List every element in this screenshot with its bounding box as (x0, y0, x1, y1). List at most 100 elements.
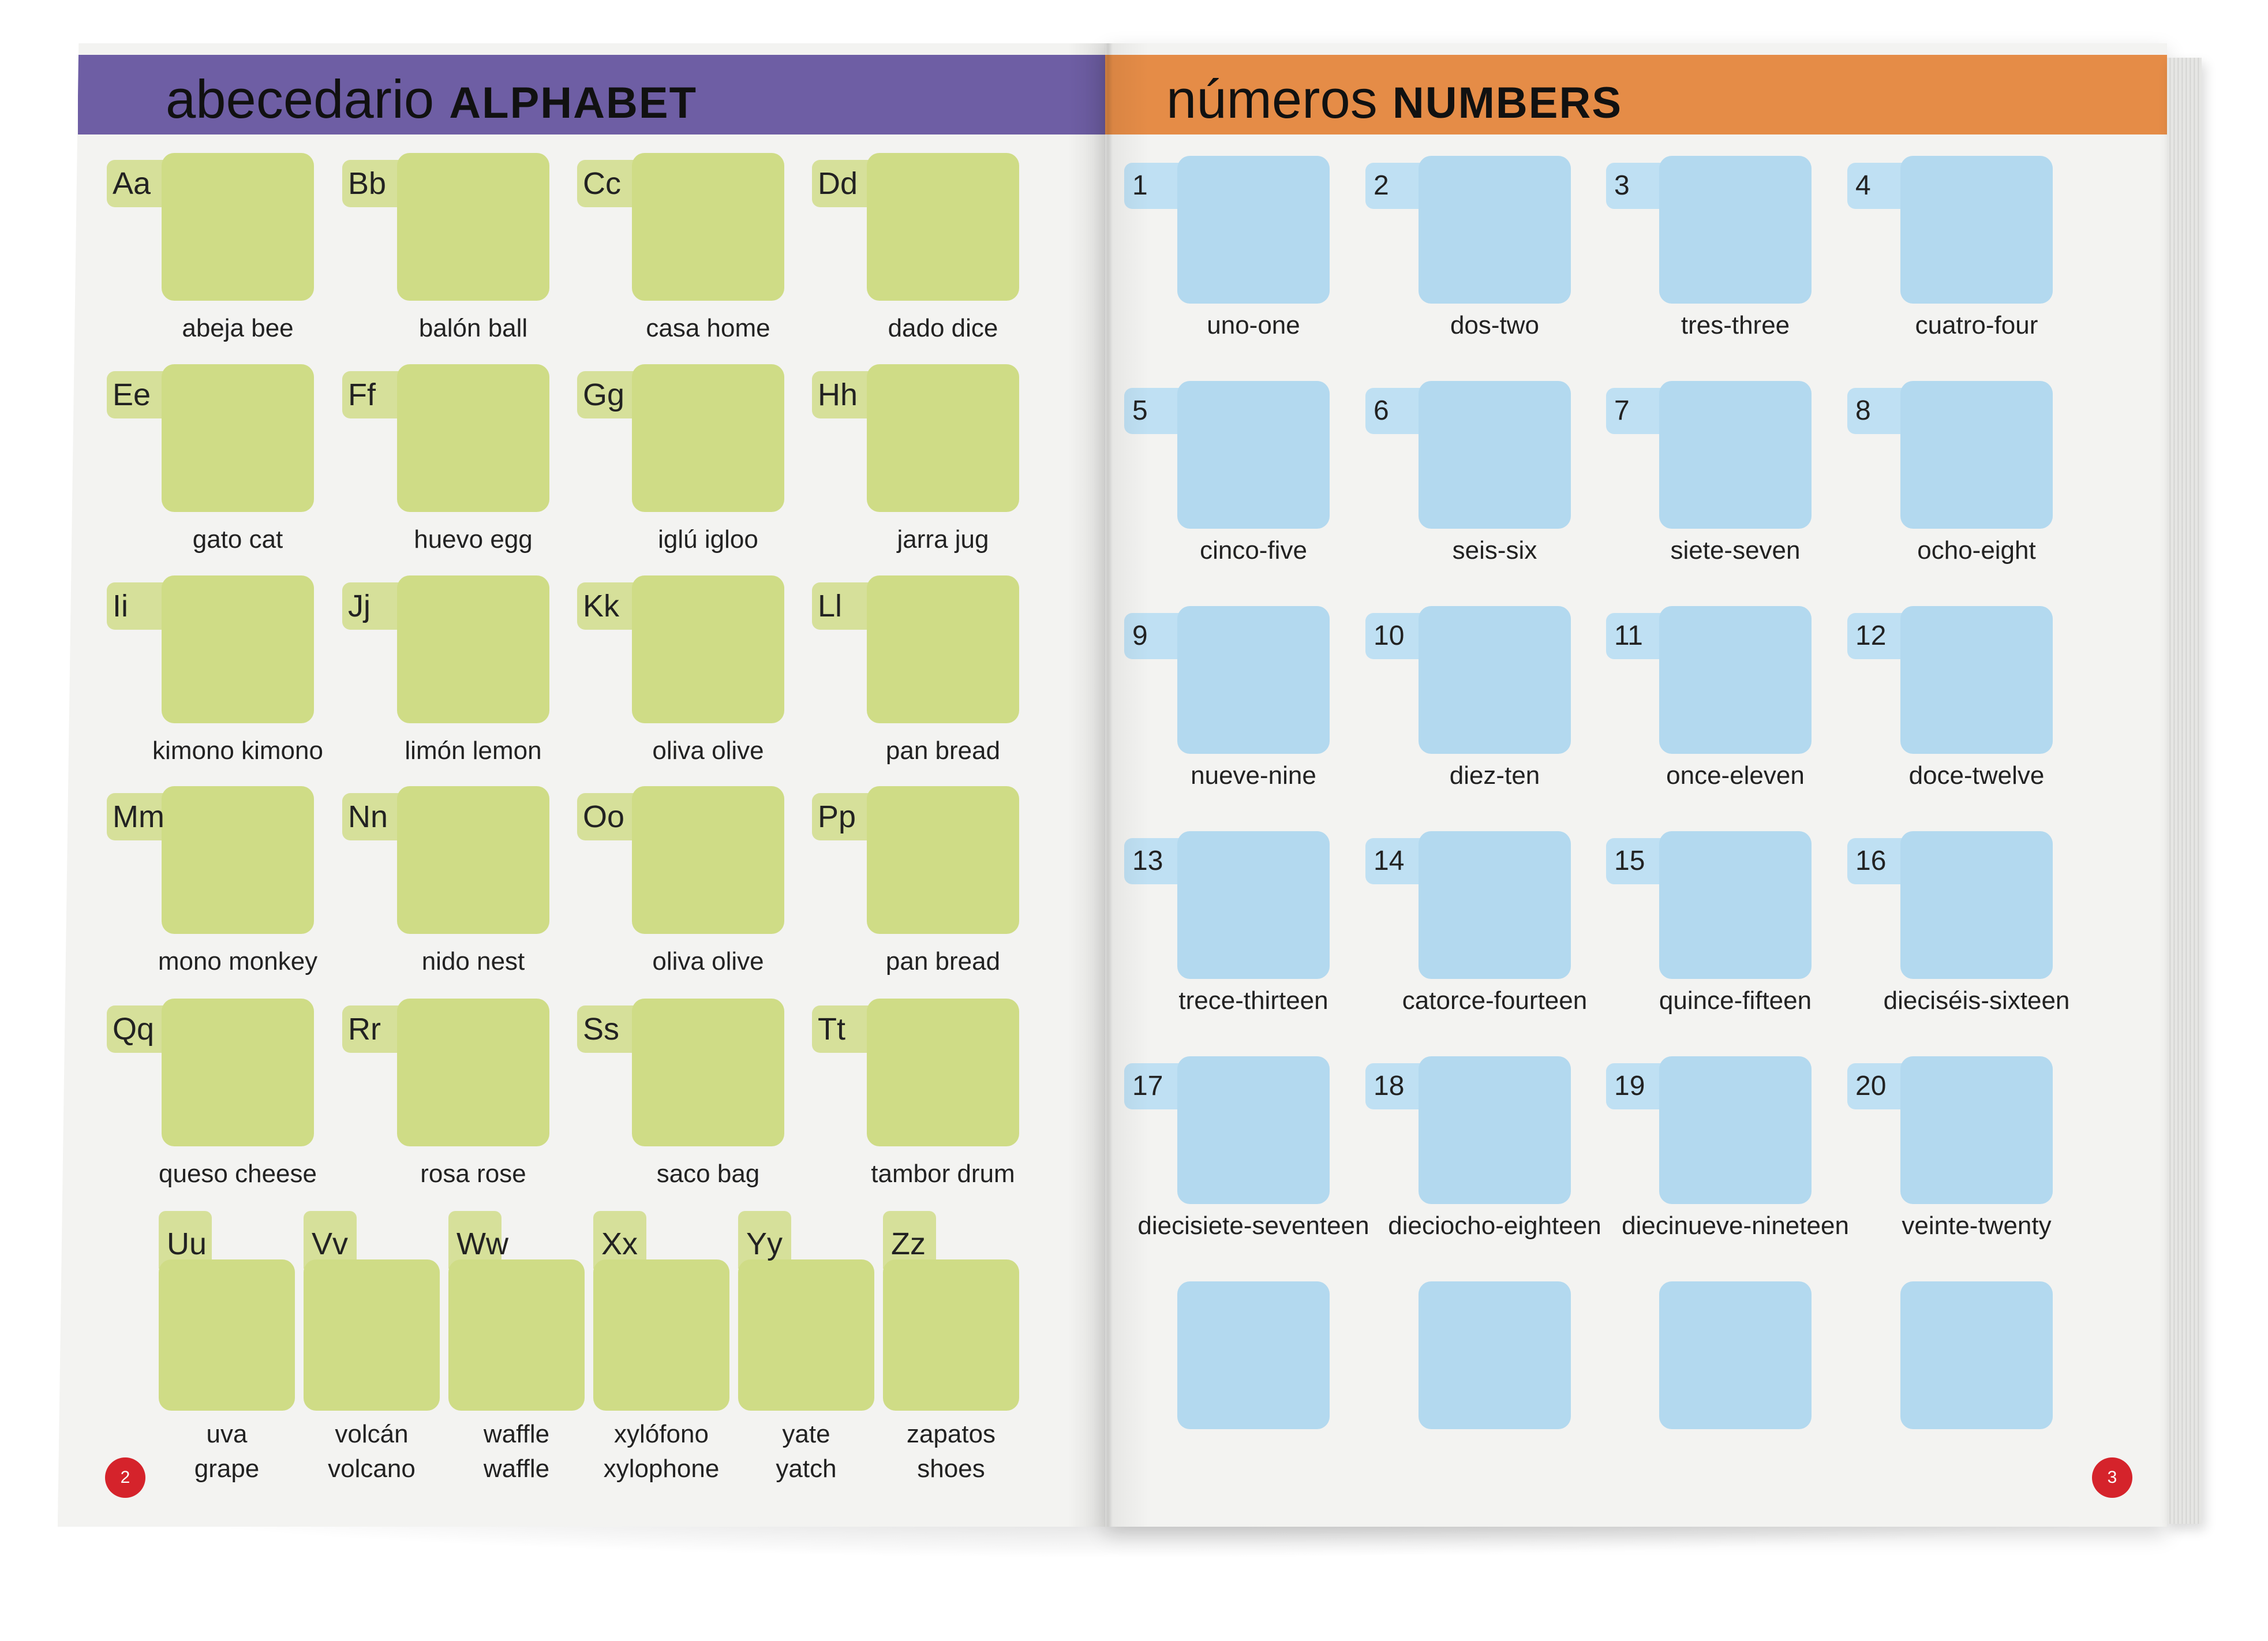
empty-picture-box (1177, 1281, 1330, 1429)
picture-box (1659, 381, 1812, 529)
picture-box (593, 1259, 729, 1411)
card-word: nueve-nine (1191, 761, 1316, 790)
card-word: pan bread (885, 737, 1001, 765)
card-number: 20 (1855, 1071, 1887, 1101)
card-word: diecinueve-nineteen (1622, 1212, 1849, 1240)
card-word-en: xylophone (603, 1455, 720, 1483)
number-tab (1124, 1063, 1188, 1109)
card-word: limón lemon (405, 737, 542, 765)
picture-box (1900, 1056, 2053, 1204)
picture-box (1177, 831, 1330, 979)
card-word: oliva olive (652, 737, 764, 765)
picture-box (1900, 606, 2053, 754)
card-letter: Rr (348, 1012, 381, 1046)
card-word: seis-six (1452, 536, 1537, 565)
card-word-en: yatch (776, 1455, 837, 1483)
card-word-en: volcano (328, 1455, 416, 1483)
card-word: cuatro-four (1915, 311, 2038, 339)
card-letter: Ii (113, 589, 128, 623)
letter-tab (448, 1211, 501, 1269)
picture-box (632, 786, 784, 934)
picture-box (1900, 831, 2053, 979)
numbers-title-en: NUMBERS (1392, 79, 1623, 128)
picture-box (448, 1259, 585, 1411)
card-word: dieciocho-eighteen (1388, 1212, 1601, 1240)
card-word: casa home (646, 314, 770, 342)
card-word-en: grape (194, 1455, 260, 1483)
picture-box (1177, 1056, 1330, 1204)
letter-tab (304, 1211, 357, 1269)
letter-tab (883, 1211, 936, 1269)
card-number: 5 (1132, 395, 1148, 426)
card-number: 9 (1132, 620, 1148, 651)
card-number: 8 (1855, 395, 1871, 426)
card-word: gato cat (192, 525, 283, 554)
card-word: huevo egg (414, 525, 533, 554)
card-letter: Tt (818, 1012, 845, 1046)
number-tab (1365, 1063, 1429, 1109)
number-tab (1606, 838, 1670, 884)
picture-box (1419, 831, 1571, 979)
card-letter: Uu (167, 1227, 207, 1261)
picture-box (1900, 156, 2053, 304)
card-word: veinte-twenty (1902, 1212, 2052, 1240)
card-word: pan bread (885, 947, 1001, 975)
picture-box (397, 786, 549, 934)
card-letter: Ff (348, 377, 376, 412)
card-letter: Oo (583, 799, 625, 834)
card-word: catorce-fourteen (1402, 986, 1588, 1015)
card-word: oliva olive (652, 947, 764, 975)
picture-box (397, 364, 549, 512)
card-word: diecisiete-seventeen (1137, 1212, 1369, 1240)
card-number: 13 (1132, 846, 1163, 876)
page-edges (2167, 58, 2202, 1524)
picture-box (867, 786, 1019, 934)
card-number: 12 (1855, 620, 1887, 651)
number-tab (1124, 613, 1188, 659)
card-letter: Jj (348, 589, 370, 623)
picture-box (1177, 606, 1330, 754)
card-word-es: zapatos (906, 1420, 996, 1448)
card-word: kimono kimono (152, 737, 323, 765)
number-tab (1606, 388, 1670, 434)
page-number-badge: 2 (105, 1457, 145, 1498)
picture-box (632, 999, 784, 1146)
card-letter: Cc (583, 166, 621, 201)
card-letter: Qq (113, 1012, 155, 1046)
card-letter: Dd (818, 166, 858, 201)
card-word: queso cheese (159, 1160, 317, 1188)
picture-box (883, 1259, 1019, 1411)
card-letter: Aa (113, 166, 151, 201)
card-letter: Mm (113, 799, 164, 834)
card-letter: Zz (891, 1227, 926, 1261)
card-number: 17 (1132, 1071, 1163, 1101)
numbers-header: números NUMBERS (1105, 55, 2167, 134)
card-word-en: waffle (483, 1455, 550, 1483)
number-tab (1365, 838, 1429, 884)
card-word: dado dice (888, 314, 998, 342)
picture-box (162, 364, 314, 512)
card-word: dieciséis-sixteen (1883, 986, 2070, 1015)
card-word: uno-one (1207, 311, 1300, 339)
card-word: rosa rose (420, 1160, 526, 1188)
picture-box (159, 1259, 295, 1411)
picture-box (1659, 606, 1812, 754)
card-word: quince-fifteen (1659, 986, 1812, 1015)
picture-box (867, 153, 1019, 301)
alphabet-title-es: abecedario (166, 69, 435, 129)
picture-box (1177, 156, 1330, 304)
picture-box (304, 1259, 440, 1411)
picture-box (1419, 381, 1571, 529)
alphabet-page: abecedario ALPHABET Aa abeja bee Bb balón b… (58, 43, 1105, 1527)
card-letter: Ww (456, 1227, 508, 1261)
picture-box (1177, 381, 1330, 529)
card-number: 1 (1132, 170, 1148, 201)
picture-box (397, 153, 549, 301)
alphabet-title-en: ALPHABET (449, 79, 698, 128)
picture-box (162, 153, 314, 301)
card-word: dos-two (1450, 311, 1540, 339)
numbers-title: números NUMBERS (1166, 72, 1622, 126)
card-number: 3 (1614, 170, 1630, 201)
picture-box (738, 1259, 874, 1411)
